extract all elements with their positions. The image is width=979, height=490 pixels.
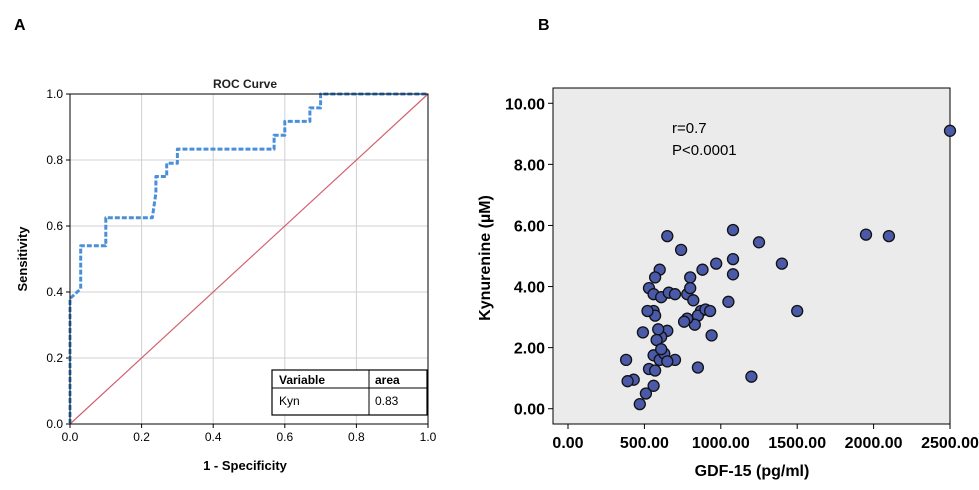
scatter-annotation-p: P<0.0001 [672,142,737,159]
scatter-points [619,124,957,411]
scatter-point [710,257,723,270]
scatter-point [705,329,718,342]
legend-variable-kyn: Kyn [279,394,300,408]
roc-y-tick-label: 0.2 [46,351,63,365]
scatter-point [775,257,789,270]
roc-legend-table: Variable area Kyn 0.83 [271,369,428,416]
scatter-point [687,294,700,307]
scatter-point [726,223,740,237]
scatter-point [684,281,697,295]
scatter-point [674,243,688,257]
scatter-point [684,271,697,284]
roc-x-tick-label: 0.0 [62,430,79,444]
roc-y-tick-label: 0.6 [46,219,63,233]
scatter-y-tick-label: 0.00 [514,402,545,419]
scatter-point [648,364,662,377]
scatter-point [648,271,662,284]
legend-header-variable: Variable [279,373,325,387]
scatter-point [655,343,668,356]
scatter-point [691,361,705,374]
scatter-point [641,304,654,318]
roc-title: ROC Curve [213,77,277,91]
roc-ticks: 0.0 0.2 0.4 0.6 0.8 1.0 0.0 0.2 0.4 0.6 0.8 1.0 [46,87,436,444]
legend-header-area: area [375,373,400,387]
scatter-plot-frame [552,87,951,425]
roc-x-tick-label: 0.6 [276,430,293,444]
scatter-x-tick-label: 500.00 [620,435,669,452]
roc-x-tick-label: 0.4 [205,430,222,444]
scatter-point [882,229,896,243]
scatter-point [703,304,717,318]
scatter-y-tick-label: 8.00 [514,157,545,174]
scatter-point [668,288,682,301]
scatter-point [752,236,766,249]
roc-x-tick-label: 0.2 [133,430,150,444]
panel-a-label: A [14,17,26,34]
scatter-x-tick-label: 2000.00 [845,435,903,452]
roc-y-tick-label: 0.0 [46,417,63,431]
scatter-x-tick-label: 1000.00 [692,435,750,452]
scatter-point [859,228,873,241]
scatter-point [636,326,650,339]
roc-x-axis-label: 1 - Specificity [203,458,288,473]
roc-chart: ROC Curve 0.0 0.2 0.4 0.6 0.8 1.0 0.0 0.2 0.4 0.6… [15,77,437,473]
legend-area-value: 0.83 [375,394,399,408]
scatter-point [621,375,634,388]
roc-series [68,92,429,425]
scatter-y-tick-label: 10.00 [505,96,545,113]
roc-y-tick-label: 1.0 [46,87,63,101]
roc-y-tick-label: 0.8 [46,153,63,167]
roc-x-tick-label: 0.8 [348,430,365,444]
scatter-y-tick-label: 6.00 [514,218,545,235]
scatter-point [661,229,674,243]
scatter-point [647,379,660,392]
scatter-y-axis-label: Kynurenine (µM) [477,195,494,321]
scatter-annotation-r: r=0.7 [672,120,707,137]
scatter-x-tick-label: 2500.00 [921,435,979,452]
roc-y-axis-label: Sensitivity [15,226,30,292]
scatter-chart: 0.00 500.00 1000.00 1500.00 2000.00 2500.00 0.… [477,87,979,480]
scatter-point [661,355,674,368]
roc-y-tick-label: 0.4 [46,285,63,299]
scatter-point [619,353,633,367]
scatter-ticks: 0.00 500.00 1000.00 1500.00 2000.00 2500.00 0.… [505,96,979,452]
scatter-x-axis-label: GDF-15 (pg/ml) [695,463,810,480]
scatter-point [726,268,740,281]
roc-curve-kyn [68,92,428,424]
roc-x-tick-label: 1.0 [420,430,437,444]
scatter-point [791,304,804,318]
scatter-point [633,397,646,411]
scatter-point [652,323,665,336]
scatter-y-tick-label: 4.00 [514,280,545,297]
scatter-point [639,387,653,400]
scatter-point [726,252,740,266]
scatter-point [696,263,709,276]
scatter-x-tick-label: 0.00 [552,435,583,452]
scatter-point [722,295,735,308]
scatter-x-tick-label: 1500.00 [768,435,826,452]
roc-reference-diagonal [69,93,429,425]
scatter-point [745,370,758,383]
scatter-point [677,315,691,328]
legend-border [271,369,428,416]
scatter-y-tick-label: 2.00 [514,341,545,358]
roc-frame-overlay [69,93,429,425]
scatter-point [943,124,957,137]
panel-b-label: B [538,17,550,34]
